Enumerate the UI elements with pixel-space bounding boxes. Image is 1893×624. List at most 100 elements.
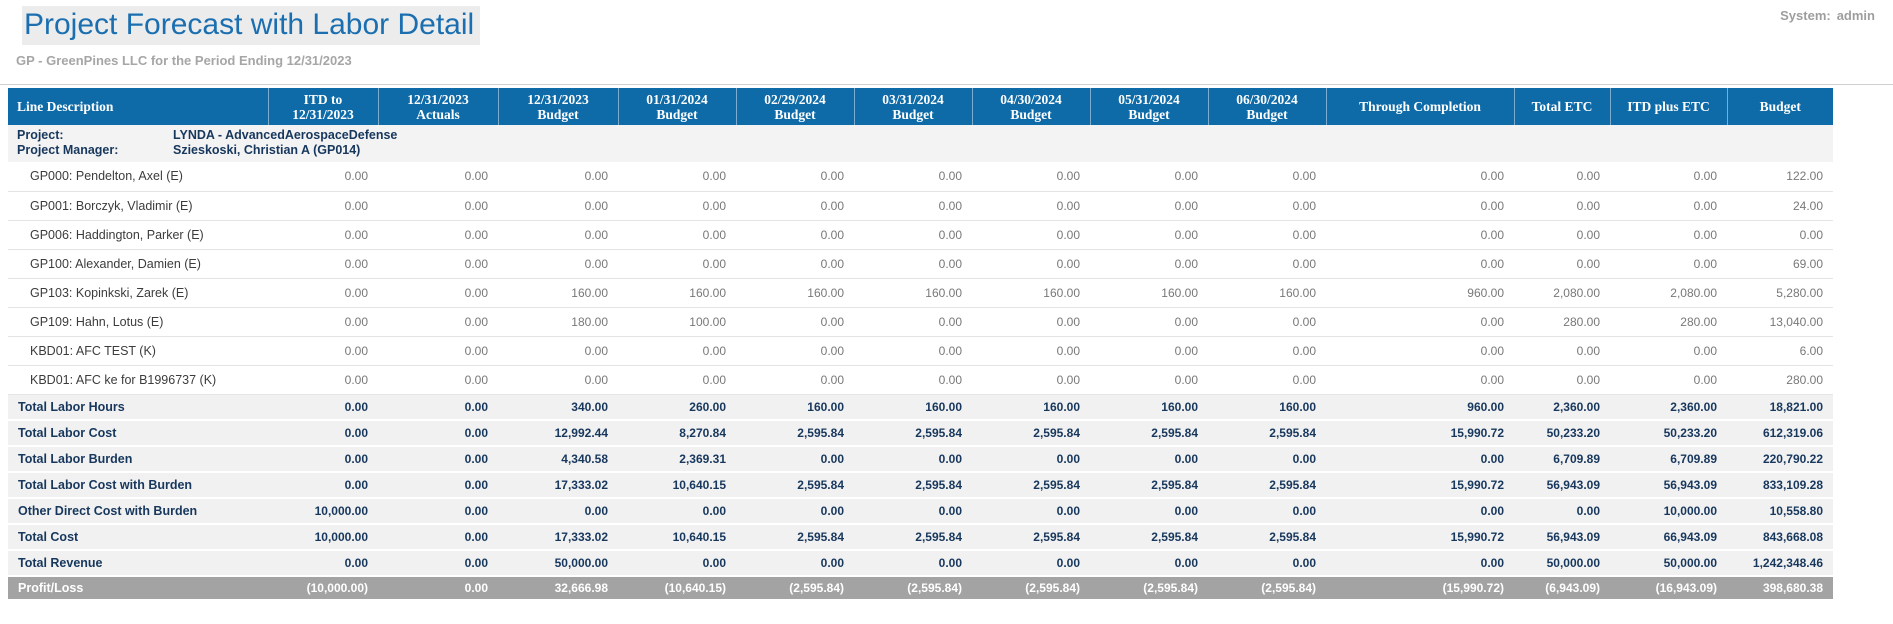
column-header: ITD plus ETC (1609, 88, 1727, 125)
cell-value: 0.00 (1326, 498, 1514, 525)
cell-value: 0.00 (736, 365, 854, 395)
cell-value: 8,270.84 (618, 420, 736, 447)
column-header: 02/29/2024 Budget (735, 88, 854, 125)
cell-value: 2,595.84 (972, 420, 1090, 447)
cell-value: 0.00 (378, 336, 498, 366)
row-label: GP001: Borczyk, Vladimir (E) (8, 191, 268, 221)
cell-value: 0.00 (972, 550, 1090, 577)
cell-value: 0.00 (1727, 220, 1833, 250)
table-body: Project: LYNDA - AdvancedAerospaceDefense… (8, 125, 1833, 599)
cell-value: 0.00 (972, 220, 1090, 250)
cell-value: 0.00 (618, 365, 736, 395)
cell-value: 612,319.06 (1727, 420, 1833, 447)
cell-value: 0.00 (378, 365, 498, 395)
cell-value: 0.00 (498, 162, 618, 192)
cell-value: (2,595.84) (972, 576, 1090, 599)
row-label: GP109: Hahn, Lotus (E) (8, 307, 268, 337)
cell-value: 0.00 (618, 249, 736, 279)
table-row: KBD01: AFC ke for B1996737 (K) 0.00 0.00 0.… (8, 365, 1833, 395)
cell-value: 18,821.00 (1727, 394, 1833, 421)
cell-value: 160.00 (854, 394, 972, 421)
cell-value: 160.00 (736, 278, 854, 308)
column-header-line1: 05/31/2024 (1118, 91, 1180, 107)
cell-value: 0.00 (1326, 550, 1514, 577)
cell-value: (2,595.84) (1090, 576, 1208, 599)
cell-value: 2,595.84 (972, 524, 1090, 551)
cell-value: 843,668.08 (1727, 524, 1833, 551)
cell-value: (2,595.84) (1208, 576, 1326, 599)
cell-value: 0.00 (736, 220, 854, 250)
cell-value: 15,990.72 (1326, 472, 1514, 499)
cell-value: 0.00 (854, 249, 972, 279)
row-label: GP006: Haddington, Parker (E) (8, 220, 268, 250)
cell-value: 160.00 (972, 278, 1090, 308)
cell-value: 220,790.22 (1727, 446, 1833, 473)
cell-value: 17,333.02 (498, 472, 618, 499)
cell-value: 280.00 (1610, 307, 1727, 337)
cell-value: 0.00 (1610, 249, 1727, 279)
cell-value: 280.00 (1514, 307, 1610, 337)
cell-value: 0.00 (1326, 220, 1514, 250)
cell-value: 6,709.89 (1514, 446, 1610, 473)
cell-value: 0.00 (498, 220, 618, 250)
row-label: Total Labor Cost (8, 420, 268, 447)
column-header: 12/31/2023 Budget (497, 88, 618, 125)
cell-value: 160.00 (854, 278, 972, 308)
cell-value: 0.00 (736, 307, 854, 337)
cell-value: 2,595.84 (1090, 472, 1208, 499)
cell-value: 0.00 (268, 162, 378, 192)
cell-value: 0.00 (378, 498, 498, 525)
cell-value: 0.00 (268, 365, 378, 395)
cell-value: 0.00 (498, 249, 618, 279)
cell-value: 2,595.84 (1208, 420, 1326, 447)
cell-value: 10,640.15 (618, 524, 736, 551)
cell-value: 0.00 (1514, 365, 1610, 395)
cell-value: 0.00 (378, 472, 498, 499)
cell-value: 0.00 (378, 220, 498, 250)
cell-value: 0.00 (972, 365, 1090, 395)
row-label: Total Labor Hours (8, 394, 268, 421)
column-header-line1: Through Completion (1359, 99, 1481, 114)
column-header: 03/31/2024 Budget (853, 88, 972, 125)
table-row: GP001: Borczyk, Vladimir (E) 0.00 0.00 0.00… (8, 191, 1833, 221)
column-header-line2: Budget (892, 106, 934, 122)
cell-value: 160.00 (736, 394, 854, 421)
cell-value: 2,080.00 (1514, 278, 1610, 308)
cell-value: 0.00 (854, 365, 972, 395)
row-label: Total Labor Cost with Burden (8, 472, 268, 499)
row-label: Total Cost (8, 524, 268, 551)
cell-value: 0.00 (972, 191, 1090, 221)
system-user: System: admin (1780, 8, 1875, 23)
cell-value: 0.00 (618, 550, 736, 577)
column-header: Budget (1726, 88, 1833, 125)
cell-value: 2,595.84 (736, 420, 854, 447)
row-label: GP103: Kopinkski, Zarek (E) (8, 278, 268, 308)
cell-value: 0.00 (1326, 336, 1514, 366)
table-row: GP109: Hahn, Lotus (E) 0.00 0.00 180.00 100.… (8, 307, 1833, 337)
column-header: 04/30/2024 Budget (971, 88, 1090, 125)
cell-value: 0.00 (972, 446, 1090, 473)
column-header: 12/31/2023 Actuals (377, 88, 498, 125)
cell-value: 56,943.09 (1514, 472, 1610, 499)
cell-value: 0.00 (1090, 336, 1208, 366)
table-row: Total Labor Burden 0.00 0.00 4,340.58 2,369.… (8, 446, 1833, 473)
cell-value: 0.00 (736, 191, 854, 221)
cell-value: 69.00 (1727, 249, 1833, 279)
cell-value: 0.00 (268, 220, 378, 250)
cell-value: 4,340.58 (498, 446, 618, 473)
cell-value: 17,333.02 (498, 524, 618, 551)
cell-value: 50,000.00 (498, 550, 618, 577)
cell-value: 0.00 (378, 278, 498, 308)
table-header: Line Description ITD to 12/31/2023 12/31/20… (8, 88, 1833, 125)
cell-value: 0.00 (1326, 307, 1514, 337)
cell-value: 0.00 (854, 162, 972, 192)
cell-value: 0.00 (1326, 365, 1514, 395)
cell-value: 0.00 (972, 307, 1090, 337)
cell-value: 0.00 (498, 336, 618, 366)
cell-value: (2,595.84) (736, 576, 854, 599)
cell-value: 0.00 (854, 446, 972, 473)
cell-value: (6,943.09) (1514, 576, 1610, 599)
cell-value: 0.00 (498, 365, 618, 395)
table-row: Total Labor Cost with Burden 0.00 0.00 17,3… (8, 472, 1833, 499)
table-row: Total Cost 10,000.00 0.00 17,333.02 10,640.1… (8, 524, 1833, 551)
